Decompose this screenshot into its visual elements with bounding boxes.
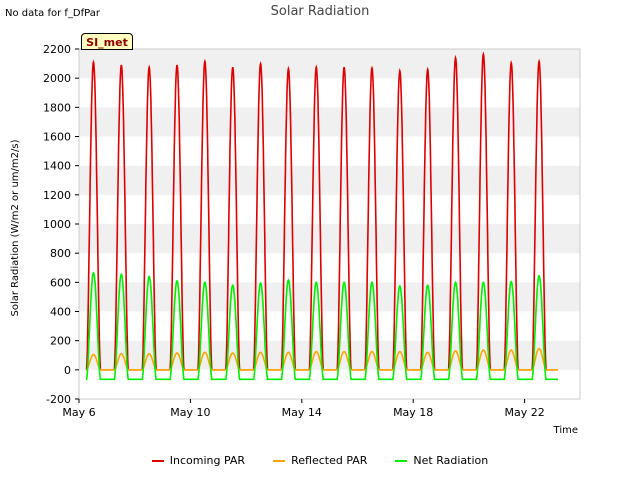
legend-label: Incoming PAR	[169, 454, 246, 467]
x-tick-label: May 22	[504, 406, 544, 419]
legend-item: Net Radiation	[395, 454, 488, 467]
y-axis-label: Solar Radiation (W/m2 or um/m2/s)	[10, 139, 21, 316]
x-tick-label: May 18	[393, 406, 433, 419]
y-axis: -200 0 200 400 600 800 1000 1200 1400 1600 1800 200…	[43, 43, 79, 406]
y-tick-label: 200	[50, 335, 71, 348]
grid-band	[79, 253, 580, 283]
y-tick-label: 600	[50, 276, 71, 289]
no-data-note: No data for f_DfPar	[5, 8, 100, 19]
x-axis: May 6 May 10 May 14 May 18 May 22	[62, 399, 545, 419]
grid-band	[79, 340, 580, 370]
x-tick-label: May 10	[170, 406, 210, 419]
grid-band	[79, 49, 580, 79]
grid-band	[79, 78, 580, 108]
grid-band	[79, 369, 580, 399]
y-tick-label: 1800	[43, 101, 71, 114]
grid-band	[79, 194, 580, 224]
y-tick-label: 1000	[43, 218, 71, 231]
x-tick-label: May 14	[282, 406, 322, 419]
grid-band	[79, 165, 580, 195]
legend-item: Incoming PAR	[151, 454, 246, 467]
grid-band	[79, 136, 580, 166]
y-tick-label: -200	[46, 393, 71, 406]
grid-bands	[79, 49, 580, 399]
grid-band	[79, 282, 580, 312]
y-tick-label: 2000	[43, 72, 71, 85]
legend-item: Reflected PAR	[273, 454, 367, 467]
series-lines	[85, 51, 558, 381]
x-tick-label: May 6	[62, 406, 95, 419]
legend-swatch	[151, 459, 164, 462]
y-tick-label: 400	[50, 306, 71, 319]
legend-label: Net Radiation	[413, 454, 489, 467]
y-tick-label: 2200	[43, 43, 71, 56]
x-axis-label: Time	[553, 425, 578, 436]
site-badge: SI_met	[81, 33, 133, 50]
y-tick-label: 1600	[43, 131, 71, 144]
chart-legend: Incoming PAR Reflected PAR Net Radiation	[0, 454, 640, 467]
series-line-net-radiation	[85, 271, 558, 381]
legend-swatch	[273, 459, 286, 462]
grid-band	[79, 311, 580, 341]
chart-title: Solar Radiation	[270, 4, 370, 19]
grid-band	[79, 224, 580, 254]
y-tick-label: 1400	[43, 160, 71, 173]
y-tick-label: 800	[50, 247, 71, 260]
legend-label: Reflected PAR	[291, 454, 368, 467]
legend-swatch	[395, 459, 408, 462]
grid-band	[79, 107, 580, 137]
y-tick-label: 1200	[43, 189, 71, 202]
y-tick-label: 0	[64, 364, 71, 377]
